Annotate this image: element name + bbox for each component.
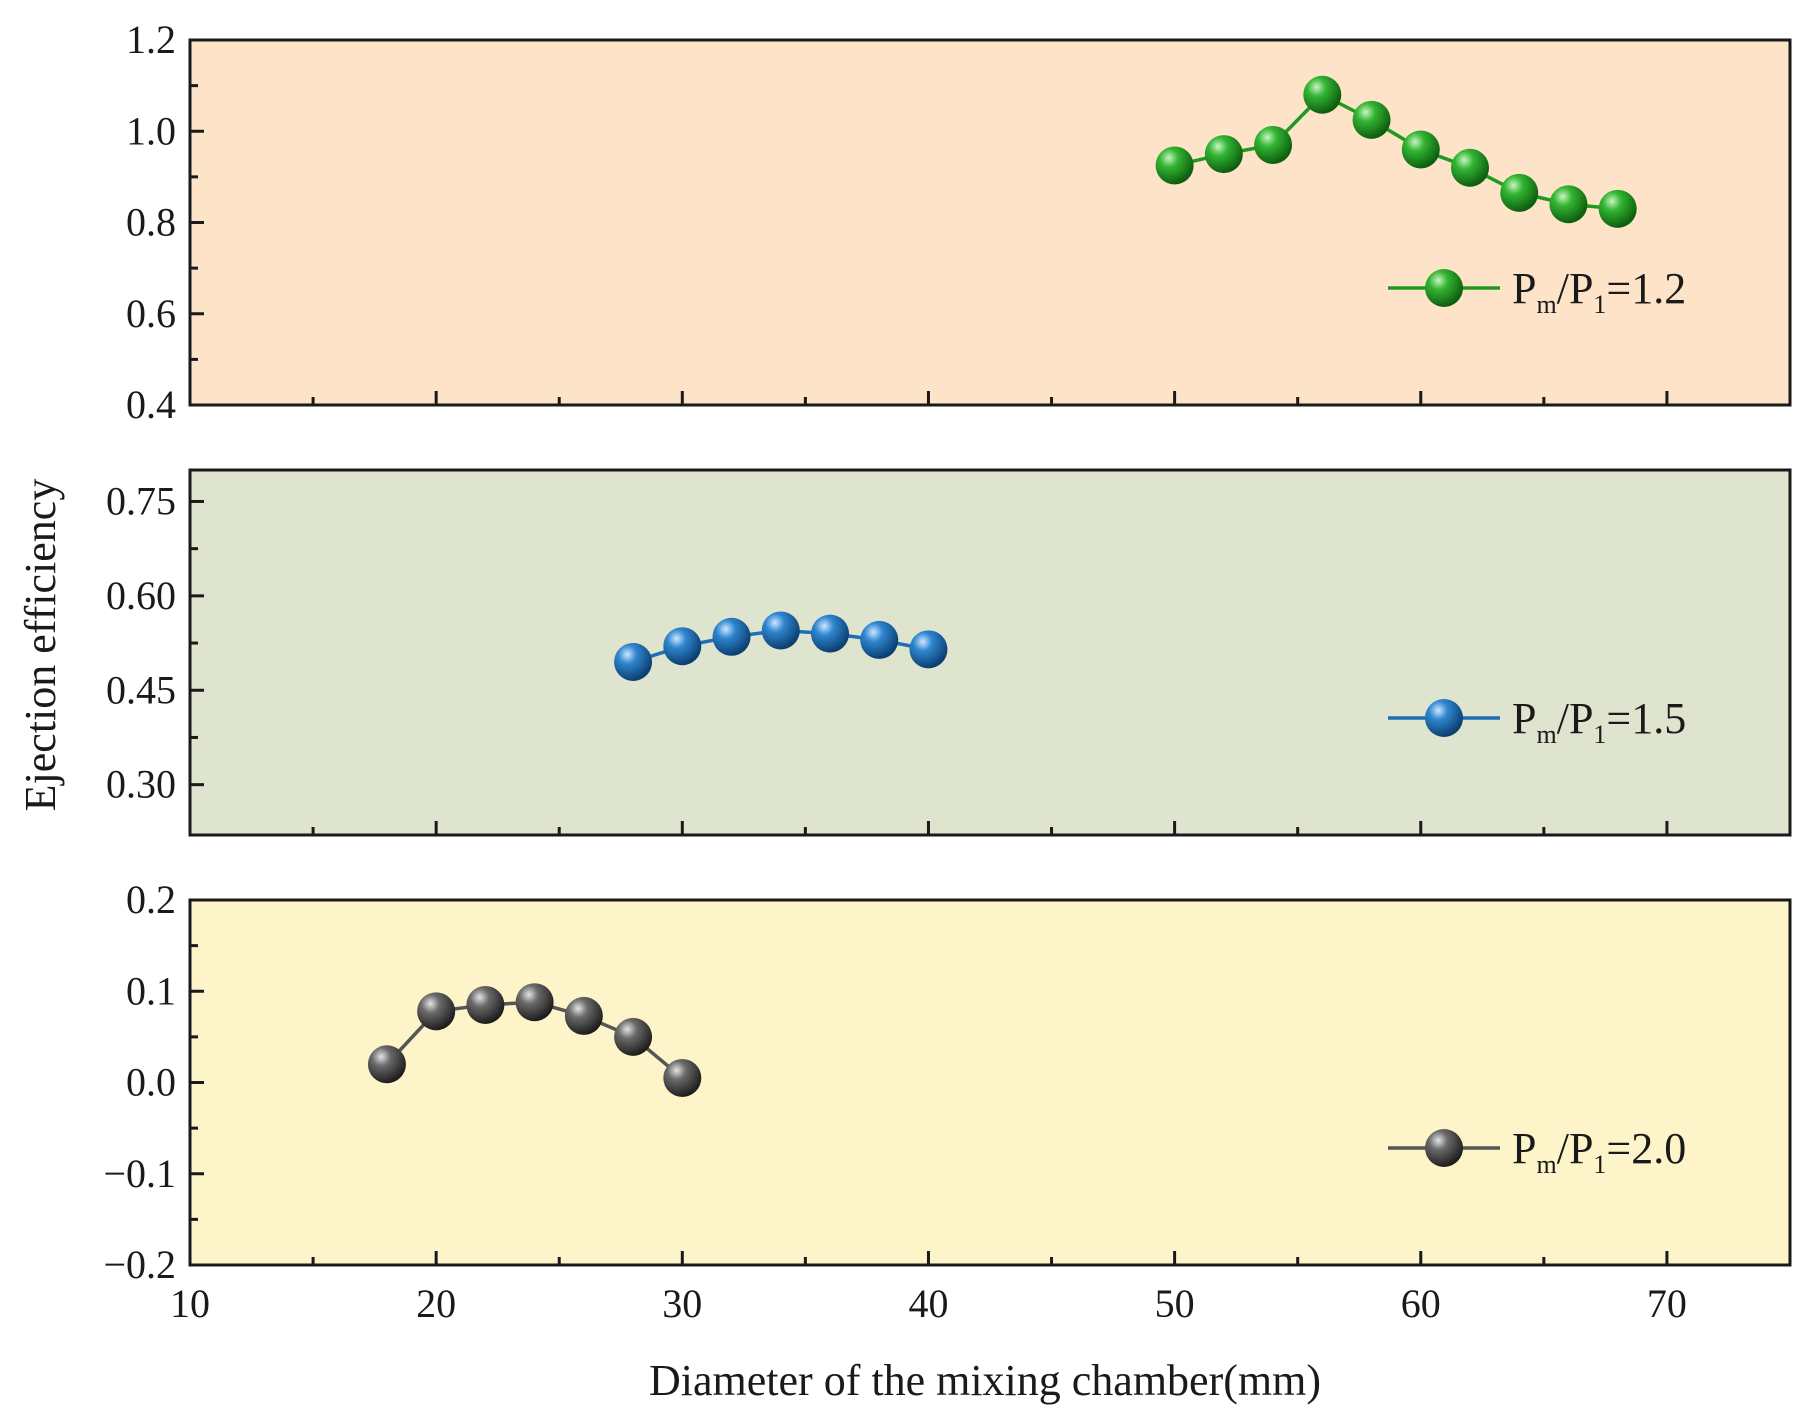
legend-label: Pm/P1=1.2 [1512, 264, 1686, 319]
legend-marker [1425, 699, 1463, 737]
legend: Pm/P1=2.0 [1388, 1124, 1686, 1179]
x-tick-label: 20 [416, 1281, 456, 1326]
panel-background [188, 38, 1792, 407]
y-tick-label: 0.60 [106, 573, 176, 618]
data-point [515, 983, 554, 1022]
y-tick-label: 0.30 [106, 762, 176, 807]
data-point [712, 617, 751, 656]
data-point [614, 1017, 653, 1056]
data-point [1204, 135, 1243, 174]
y-tick-label: 0.0 [126, 1060, 176, 1105]
data-point [367, 1045, 406, 1084]
x-tick-label: 50 [1155, 1281, 1195, 1326]
x-tick-label: 10 [170, 1281, 210, 1326]
data-point [1254, 125, 1293, 164]
y-tick-label: 0.75 [106, 478, 176, 523]
data-point [417, 992, 456, 1031]
data-point [860, 620, 899, 659]
legend: Pm/P1=1.2 [1388, 264, 1686, 319]
y-tick-label: 0.8 [126, 200, 176, 245]
panel-background [188, 898, 1792, 1267]
x-tick-label: 70 [1647, 1281, 1687, 1326]
y-tick-label: 0.4 [126, 382, 176, 427]
y-tick-label: −0.1 [103, 1151, 176, 1196]
data-point [1352, 100, 1391, 139]
data-point [663, 1058, 702, 1097]
data-point [1451, 148, 1489, 187]
series-line [1174, 92, 1618, 211]
data-point [1401, 130, 1440, 169]
legend: Pm/P1=1.5 [1388, 694, 1686, 749]
panel-background [188, 468, 1792, 837]
data-point [614, 642, 653, 681]
x-tick-label: 40 [908, 1281, 948, 1326]
data-point [811, 614, 849, 653]
legend-label: Pm/P1=1.5 [1512, 694, 1686, 749]
y-tick-label: 0.6 [126, 291, 176, 336]
x-tick-label: 30 [662, 1281, 702, 1326]
data-point [466, 985, 505, 1024]
panel-3: −0.2 −0.1 0.0 0.1 0.2 Pm/P1=2.0 [103, 877, 1792, 1287]
data-point [761, 611, 800, 650]
y-tick-label: −0.2 [103, 1242, 176, 1287]
data-point [564, 996, 603, 1035]
y-tick-label: 0.45 [106, 667, 176, 712]
data-point [909, 630, 948, 669]
data-point [1549, 185, 1588, 224]
y-tick-label: 1.2 [126, 17, 176, 62]
data-point [1155, 146, 1194, 185]
y-axis-title: Ejection efficiency [16, 479, 65, 812]
y-tick-label: 1.0 [126, 108, 176, 153]
panel-2: 0.30 0.45 0.60 0.75 Pm/P1=1.5 [106, 468, 1792, 837]
legend-label: Pm/P1=2.0 [1512, 1124, 1686, 1179]
panel-1: 0.4 0.6 0.8 1.0 1.2 Pm/P1=1.2 [126, 17, 1792, 427]
y-tick-label: 0.2 [126, 877, 176, 922]
y-tick-label: 0.1 [126, 968, 176, 1013]
x-axis-title: Diameter of the mixing chamber(mm) [649, 1356, 1321, 1405]
data-point [1500, 173, 1539, 212]
x-tick-label: 60 [1401, 1281, 1441, 1326]
data-point [1598, 189, 1637, 228]
data-point [1303, 75, 1342, 114]
legend-marker [1425, 269, 1463, 307]
legend-marker [1425, 1129, 1463, 1167]
data-point [663, 627, 702, 666]
